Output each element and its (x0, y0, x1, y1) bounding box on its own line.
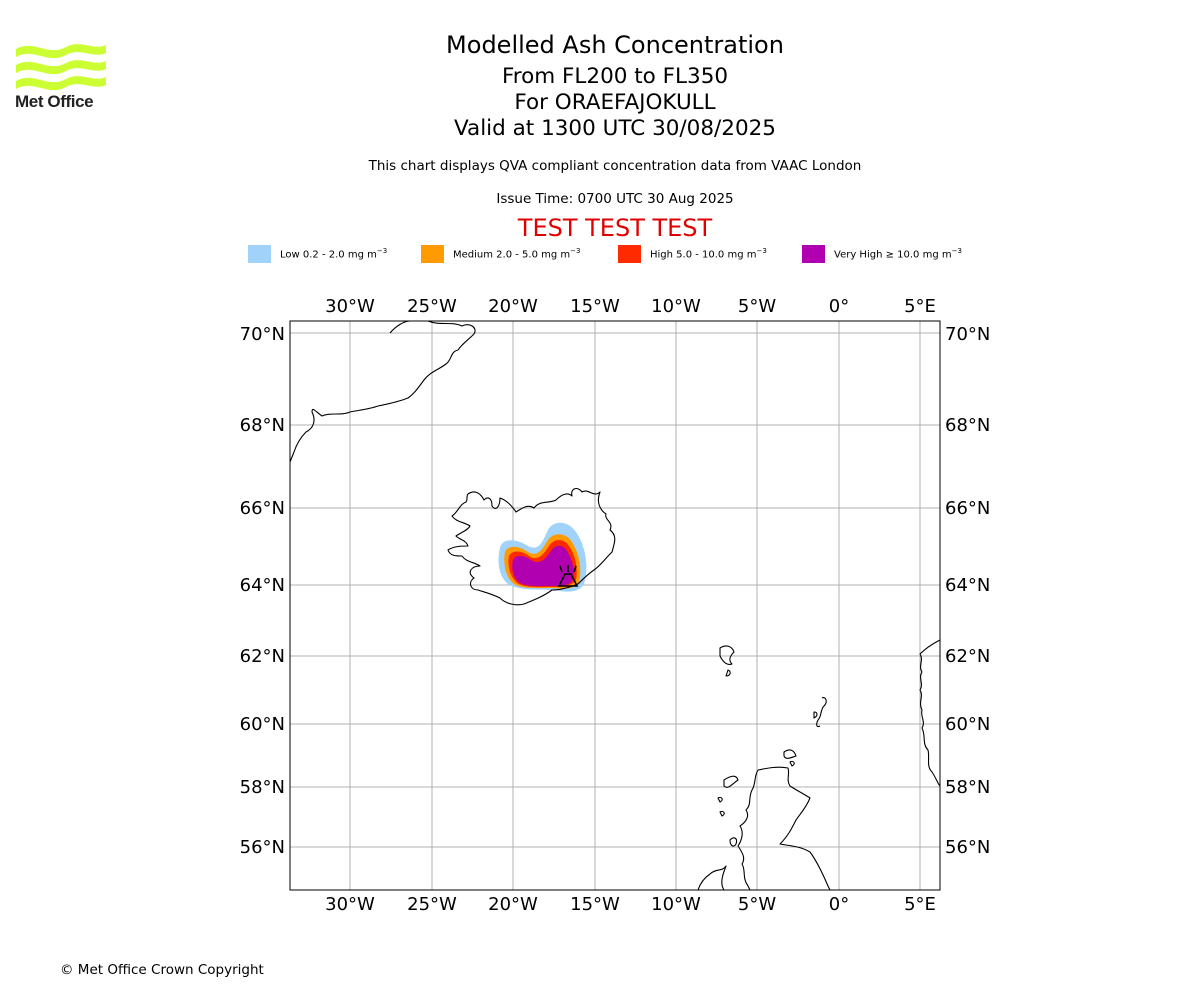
lat-label-right-56n: 56°N (945, 837, 990, 858)
copyright-notice: © Met Office Crown Copyright (60, 962, 264, 978)
volcano-icon (557, 565, 579, 587)
ireland-coast (697, 865, 727, 890)
issue-time: Issue Time: 0700 UTC 30 Aug 2025 (496, 191, 734, 207)
scotland-coast (717, 766, 831, 890)
legend-label-very-high: Very High ≥ 10.0 mg m−3 (834, 247, 962, 261)
lon-label-bottom-30w: 30°W (325, 894, 375, 915)
greenland-coast (290, 321, 476, 463)
lat-label-left-66n: 66°N (240, 498, 285, 519)
valid-time: Valid at 1300 UTC 30/08/2025 (453, 116, 776, 141)
lon-label-bottom-25w: 25°W (407, 894, 457, 915)
lat-label-right-70n: 70°N (945, 324, 990, 345)
lon-label-top-5w: 5°W (738, 296, 776, 317)
lat-labels-left: 70°N 68°N 66°N 64°N 62°N 60°N 58°N 56°N (240, 324, 285, 858)
logo-text: Met Office (15, 92, 94, 111)
lat-label-right-64n: 64°N (945, 575, 990, 596)
norway-coast (919, 639, 940, 787)
lat-label-left-70n: 70°N (240, 324, 285, 345)
lat-label-right-66n: 66°N (945, 498, 990, 519)
shetland-islands (813, 697, 827, 728)
legend-label-high: High 5.0 - 10.0 mg m−3 (650, 247, 767, 261)
lat-label-right-68n: 68°N (945, 415, 990, 436)
lon-label-top-15w: 15°W (570, 296, 620, 317)
lon-label-top-30w: 30°W (325, 296, 375, 317)
lon-label-top-10w: 10°W (651, 296, 701, 317)
lat-label-right-60n: 60°N (945, 714, 990, 735)
lat-label-right-62n: 62°N (945, 646, 990, 667)
legend-item-high: High 5.0 - 10.0 mg m−3 (618, 244, 767, 264)
legend-swatch-low (248, 245, 271, 263)
graticule (290, 321, 940, 890)
met-office-logo (16, 44, 106, 91)
lat-label-left-62n: 62°N (240, 646, 285, 667)
lat-label-left-64n: 64°N (240, 575, 285, 596)
lon-labels-top: 30°W 25°W 20°W 15°W 10°W 5°W 0° 5°E (325, 296, 936, 317)
legend-item-medium: Medium 2.0 - 5.0 mg m−3 (421, 244, 580, 264)
coastlines (290, 321, 940, 890)
legend-label-medium: Medium 2.0 - 5.0 mg m−3 (453, 247, 581, 261)
lon-label-top-25w: 25°W (407, 296, 457, 317)
lon-label-bottom-5w: 5°W (738, 894, 776, 915)
lat-label-left-68n: 68°N (240, 415, 285, 436)
logo-wave-2 (16, 60, 106, 75)
ash-cloud (498, 522, 587, 592)
lon-label-top-20w: 20°W (488, 296, 538, 317)
legend-swatch-medium (421, 245, 444, 263)
legend-item-low: Low 0.2 - 2.0 mg m−3 (248, 244, 387, 264)
lon-labels-bottom: 30°W 25°W 20°W 15°W 10°W 5°W 0° 5°E (325, 894, 936, 915)
chart-title: Modelled Ash Concentration (446, 31, 784, 59)
lon-label-bottom-5e: 5°E (904, 894, 936, 915)
lon-label-bottom-20w: 20°W (488, 894, 538, 915)
logo-wave-1 (16, 44, 106, 59)
lat-label-left-56n: 56°N (240, 837, 285, 858)
faroe-islands (719, 645, 735, 677)
lon-label-bottom-10w: 10°W (651, 894, 701, 915)
iceland-coast (447, 487, 616, 606)
orkney-islands (783, 749, 797, 767)
legend-item-very-high: Very High ≥ 10.0 mg m−3 (802, 244, 962, 264)
qva-note: This chart displays QVA compliant concen… (368, 158, 862, 174)
lon-label-bottom-0: 0° (829, 894, 849, 915)
logo-wave-3 (16, 76, 106, 91)
test-banner: TEST TEST TEST (517, 214, 713, 242)
flight-levels: From FL200 to FL350 (501, 64, 729, 89)
lon-label-top-5e: 5°E (904, 296, 936, 317)
lat-labels-right: 70°N 68°N 66°N 64°N 62°N 60°N 58°N 56°N (945, 324, 990, 858)
legend-swatch-very-high (802, 245, 825, 263)
lat-label-right-58n: 58°N (945, 777, 990, 798)
lat-label-left-60n: 60°N (240, 714, 285, 735)
lon-label-top-0: 0° (829, 296, 849, 317)
lon-label-bottom-15w: 15°W (570, 894, 620, 915)
legend-label-low: Low 0.2 - 2.0 mg m−3 (280, 247, 388, 261)
lat-label-left-58n: 58°N (240, 777, 285, 798)
map-frame (289, 320, 941, 891)
ash-very-high-area (512, 545, 574, 587)
volcano-name: For ORAEFAJOKULL (514, 90, 716, 115)
legend-swatch-high (618, 245, 641, 263)
volcano-marker (557, 565, 579, 587)
